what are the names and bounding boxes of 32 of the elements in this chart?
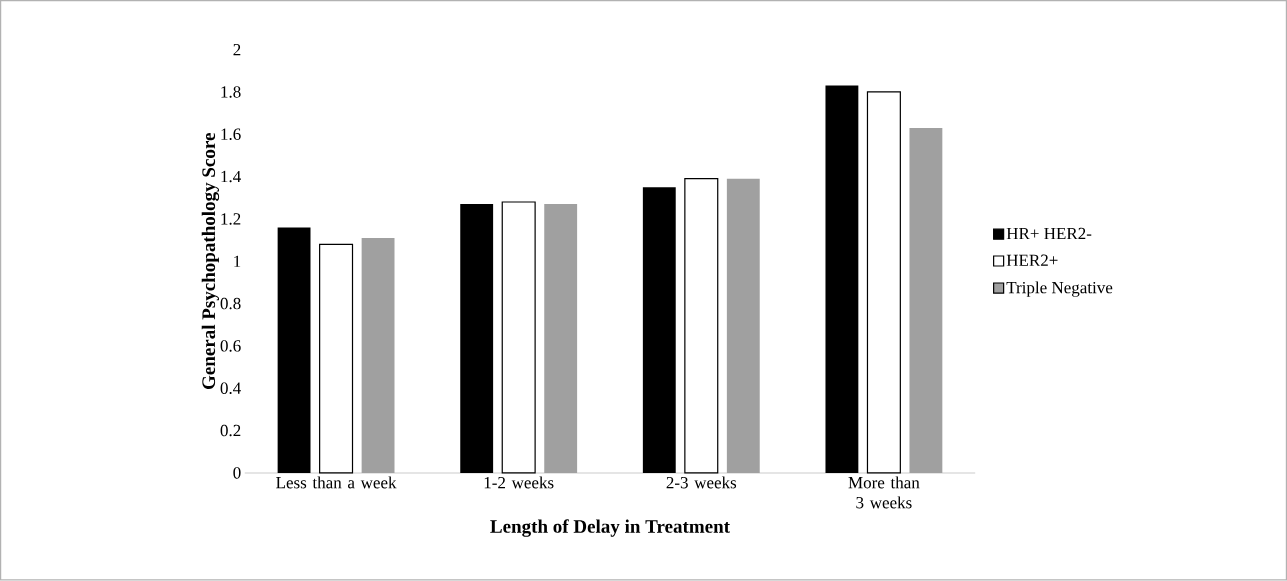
bar [460,204,494,474]
legend-label: Triple Negative [1006,281,1113,298]
bar [361,238,395,474]
bar [319,243,354,474]
y-tick-label: 1.8 [221,86,241,98]
y-tick-label: 0.2 [220,425,241,437]
bar [501,201,536,474]
bar [726,178,760,474]
legend-label: HR+ HER2- [1006,228,1092,240]
x-tick-label: Less than a week [276,476,397,489]
y-tick-label: 2 [233,44,241,56]
legend-label: HER2+ [1006,254,1058,267]
bar [544,204,578,474]
y-tick-label: 1 [234,255,241,268]
y-tick-label: 0.6 [220,340,241,352]
y-tick-label: 1.2 [221,213,241,225]
x-axis-title: Length of Delay in Treatment [490,519,730,538]
x-tick-label: 2-3 weeks [666,476,737,489]
bar [684,178,719,474]
y-axis-title: General Psychopathology Score [201,133,220,390]
x-tick-label: More than 3 weeks [848,476,920,509]
bar [277,227,311,474]
bar [825,85,859,474]
y-tick-label: 0.8 [220,298,241,310]
x-tick-label: 1-2 weeks [484,476,554,489]
y-tick-label: 1.4 [221,171,241,183]
bar [642,187,676,474]
y-tick-label: 0.4 [220,382,241,395]
y-tick-label: 0 [233,467,241,479]
y-tick-label: 1.6 [221,128,241,141]
bar [909,128,943,474]
bar [866,91,901,474]
